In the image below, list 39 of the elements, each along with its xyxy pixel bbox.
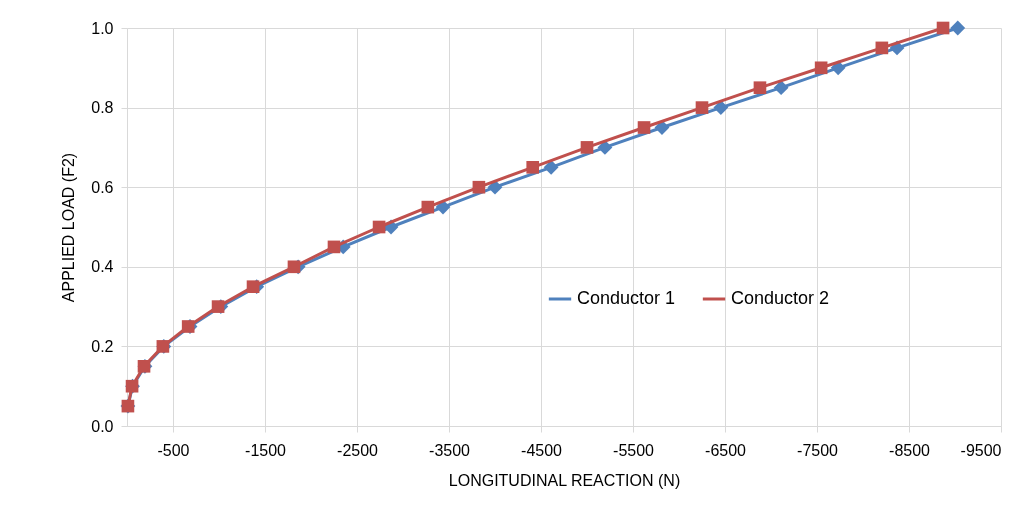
point	[950, 20, 966, 36]
point	[543, 159, 559, 175]
y-tick-label: 0.4	[91, 258, 114, 276]
x-tick-label: -2500	[337, 441, 379, 459]
point	[875, 41, 889, 55]
point	[287, 260, 301, 274]
x-tick-label: -4500	[521, 441, 563, 459]
point	[246, 280, 260, 294]
point	[372, 220, 386, 234]
point	[526, 160, 540, 174]
x-tick-label: -1500	[245, 441, 287, 459]
legend-label: Conductor 1	[577, 288, 676, 308]
y-tick-label: 0.8	[91, 99, 114, 117]
legend-label: Conductor 2	[731, 288, 830, 308]
point	[421, 200, 435, 214]
point	[580, 141, 594, 154]
point	[327, 240, 341, 254]
point	[753, 81, 767, 95]
point	[936, 21, 950, 35]
x-axis-title: LONGITUDINAL REACTION (N)	[448, 471, 681, 489]
point	[713, 100, 729, 116]
point	[773, 80, 789, 96]
x-tick-label: -8500	[889, 441, 931, 459]
y-tick-label: 0.0	[91, 417, 114, 435]
y-tick-label: 0.2	[91, 337, 114, 355]
point	[814, 61, 828, 75]
x-tick-label: -7500	[797, 441, 839, 459]
x-tick-label: -5500	[613, 441, 655, 459]
x-tick-label: -3500	[429, 441, 471, 459]
point	[695, 101, 709, 114]
y-tick-label: 0.6	[91, 178, 114, 196]
x-tick-label: -500	[157, 441, 190, 459]
y-axis-title: APPLIED LOAD (F2)	[60, 152, 78, 303]
y-tick-label: 1.0	[91, 19, 114, 37]
x-tick-label: -6500	[705, 441, 747, 459]
point	[211, 300, 225, 313]
x-tick-label: -9500	[960, 441, 1002, 459]
point	[472, 180, 486, 194]
point	[637, 121, 651, 134]
